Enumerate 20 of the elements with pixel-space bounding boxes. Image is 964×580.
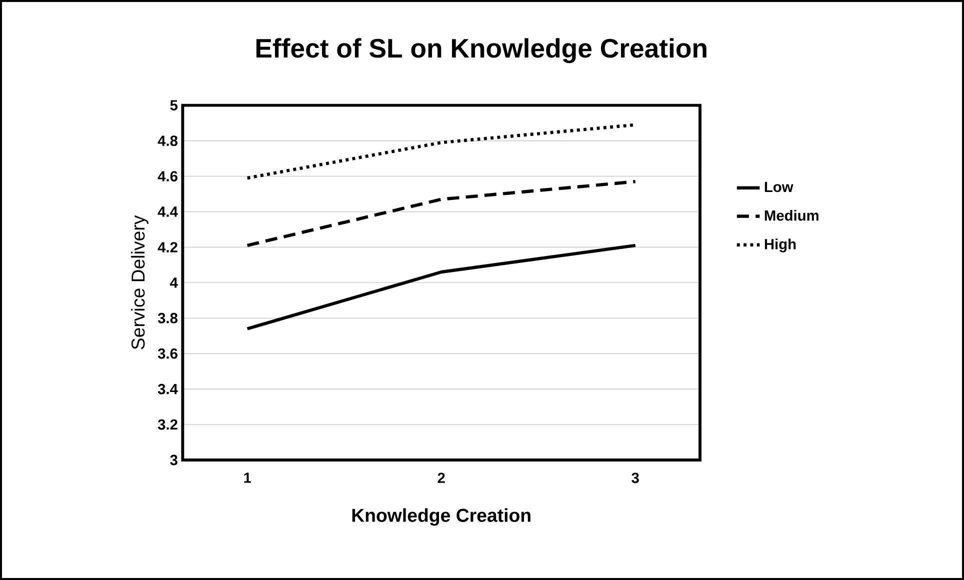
y-axis-title: Service Delivery (131, 215, 148, 350)
legend-label: Low (764, 182, 794, 192)
y-tick-label: 4.4 (158, 206, 178, 217)
x-axis-title: Knowledge Creation (352, 508, 530, 526)
y-tick-label: 3.2 (158, 419, 178, 430)
y-tick-label: 5 (170, 100, 178, 110)
y-tick-label: 3.8 (158, 312, 178, 324)
chart-title: Effect of SL on Knowledge Creation (256, 38, 706, 64)
y-tick-label: 4.6 (158, 171, 178, 182)
x-tick-label: 3 (632, 472, 639, 484)
legend-label: High (764, 238, 796, 252)
x-tick-label: 1 (244, 472, 251, 483)
y-tick-label: 4.8 (158, 136, 178, 146)
y-tick-label: 3.4 (158, 384, 178, 394)
y-tick-label: 4.2 (158, 242, 178, 252)
y-tick-label: 3 (170, 454, 178, 466)
legend-label: Medium (764, 210, 818, 221)
x-tick-label: 2 (438, 472, 445, 483)
y-tick-label: 3.6 (158, 348, 178, 359)
y-tick-label: 4 (170, 278, 178, 288)
